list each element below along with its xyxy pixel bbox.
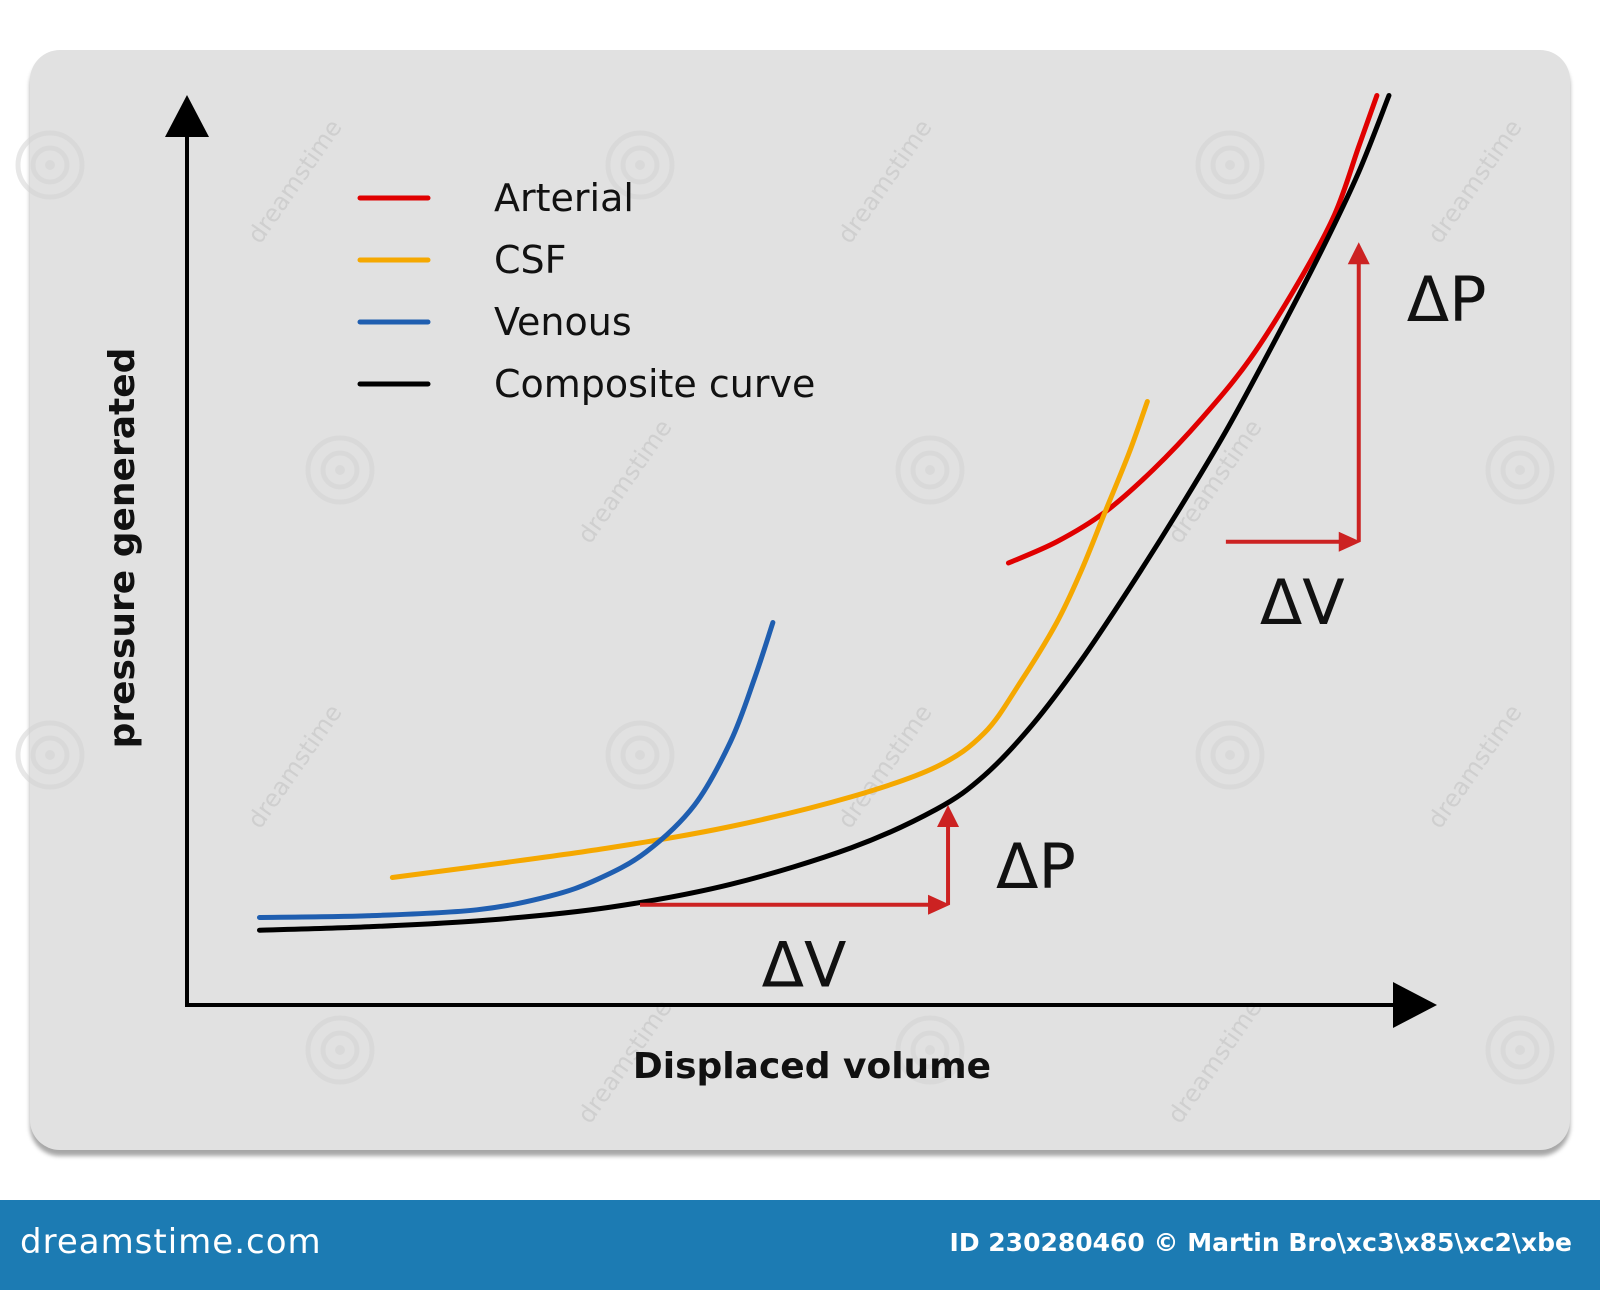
- chart: dreamstime dreamstime dreamstime dreamstime…: [15, 93, 1555, 1129]
- watermark-text: dreamstime: [1162, 994, 1268, 1128]
- watermark-text: dreamstime: [242, 114, 348, 248]
- watermark-logo: [1195, 720, 1265, 790]
- delta-p-arrowhead-low: [937, 804, 960, 827]
- watermark-text: dreamstime: [572, 414, 678, 548]
- watermark-text: dreamstime: [1422, 114, 1528, 248]
- delta-p-label-low: ΔP: [996, 830, 1076, 903]
- legend-label-composite-curve: Composite curve: [494, 362, 815, 406]
- watermark-text: dreamstime: [242, 699, 348, 833]
- legend-label-arterial: Arterial: [494, 176, 634, 220]
- chart-panel: [30, 50, 1570, 1150]
- watermark-logo: [1485, 1015, 1555, 1085]
- footer-brand[interactable]: dreamstime.com: [20, 1222, 322, 1262]
- y-axis-arrow: [165, 95, 209, 137]
- watermark-text: dreamstime: [832, 114, 938, 248]
- series-line-csf: [389, 399, 1150, 880]
- delta-p-arrowhead-high: [1347, 242, 1370, 265]
- legend-label-csf: CSF: [494, 238, 567, 282]
- series-layer: [256, 93, 1392, 933]
- watermark-logo: [305, 1015, 375, 1085]
- watermark-text: dreamstime: [832, 699, 938, 833]
- watermark-logo: [895, 1015, 965, 1085]
- x-axis-arrow: [1393, 982, 1437, 1028]
- series-line-arterial: [1005, 93, 1380, 566]
- series-line-composite-curve: [256, 93, 1392, 933]
- watermark-logo: [15, 720, 85, 790]
- watermark-logo: [15, 130, 85, 200]
- watermark-logo: [605, 720, 675, 790]
- watermark-logo: [1195, 130, 1265, 200]
- legend: Arterial CSF Venous Composite curve: [357, 176, 815, 406]
- watermark-logo: [1485, 435, 1555, 505]
- delta-v-arrowhead-high: [1338, 531, 1361, 552]
- y-axis-title: pressure generated: [102, 348, 143, 749]
- watermark-text: dreamstime: [1422, 699, 1528, 833]
- legend-label-venous: Venous: [494, 300, 632, 344]
- delta-v-label-low: ΔV: [762, 929, 847, 1002]
- delta-p-label-high: ΔP: [1407, 263, 1487, 336]
- series-line-venous: [256, 620, 776, 920]
- watermark-logo: [895, 435, 965, 505]
- annotation-layer: ΔV ΔP ΔV ΔP: [640, 242, 1487, 1002]
- delta-v-label-high: ΔV: [1260, 566, 1345, 639]
- delta-v-arrowhead-low: [928, 894, 951, 915]
- x-axis-title: Displaced volume: [633, 1046, 991, 1087]
- watermark-logo: [305, 435, 375, 505]
- watermark-text: dreamstime: [1162, 414, 1268, 548]
- footer-credit: ID 230280460 © Martin Bro\xc3\x85\xc2\xb…: [949, 1228, 1572, 1257]
- footer-bar: dreamstime.com ID 230280460 © Martin Bro…: [0, 1200, 1600, 1290]
- watermark-logo: [605, 130, 675, 200]
